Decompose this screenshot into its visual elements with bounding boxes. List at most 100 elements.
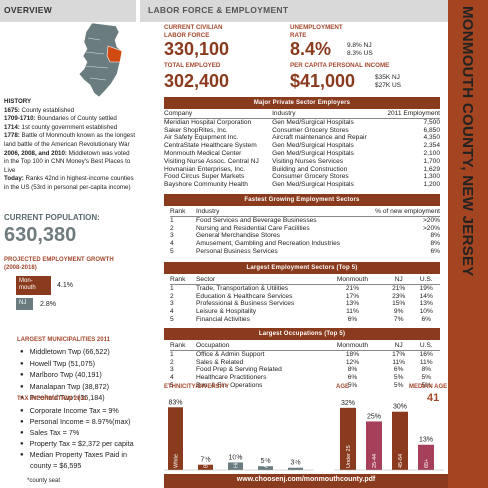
table-cell: Hovnanian Enterprises, Inc. [164, 165, 245, 173]
municipalities-label: LARGEST MUNICIPALITIES 2011 [17, 337, 110, 343]
table-row: Saker ShopRites, Inc. Consumer Grocery St… [164, 127, 440, 135]
table-row: 4 Healthcare Practitioners 6% 5% 5% [170, 374, 440, 382]
table-row: Monmouth Medical Center Gen Med/Surgical … [164, 150, 440, 158]
table-cell: 6% [347, 374, 358, 382]
overview-header-bar [0, 0, 136, 22]
column-header: 2011 Employment [379, 110, 440, 119]
table-cell: 21% [392, 284, 406, 292]
table-cell: Sales & Related [196, 358, 244, 366]
history-heading: HISTORY [4, 98, 32, 105]
county-seat-footnote: *county seat [27, 478, 61, 484]
table-cell: 2 [170, 292, 174, 300]
table-cell: 2 [170, 358, 174, 366]
table-cell: 3 [170, 366, 174, 374]
chart-bar [340, 407, 356, 470]
table-cell: Gen Med/Surgical Hospitals [272, 142, 354, 150]
ethnicity-chart: 83% White 7%Black 10%Hispanic/ Latino 5%Asia… [164, 399, 314, 471]
table-cell: 7% [393, 315, 404, 323]
table-cell: Gen Med/Surgical Hospitals [272, 149, 354, 157]
table-cell: >20% [422, 216, 440, 224]
table-cell: General Merchandise Stores [196, 232, 280, 240]
table-cell: 3 [170, 232, 174, 240]
table-cell: Food Services and Beverage Businesses [196, 216, 317, 224]
tax-list: Corporate Income Tax = 9% Personal Incom… [20, 406, 136, 472]
column-header: Monmouth [320, 276, 385, 285]
population-label: CURRENT POPULATION: [4, 213, 100, 222]
category-label: 65+ [424, 459, 430, 468]
table-cell: 1,300 [423, 173, 440, 181]
data-label: 83% [168, 399, 182, 406]
projected-growth-label: PROJECTED EMPLOYMENT GROWTH (2008-2018) [4, 257, 114, 271]
table-row: 3 Professional & Business Services 13% 15% 1… [170, 300, 440, 308]
column-header: U.S. [412, 276, 440, 285]
table-cell: 12% [345, 358, 360, 366]
table-cell: 19% [419, 284, 433, 292]
table-cell: 7,500 [423, 118, 440, 126]
nj-state-outline [78, 22, 123, 98]
table-row: 5 Bus. & Fin. Operations 5% 5% 5% [170, 382, 440, 390]
table-cell: Nursing and Residential Care Facilities [196, 224, 310, 232]
unemployment-value: 8.4% [290, 39, 332, 59]
table-cell: 11% [392, 358, 406, 366]
list-item: Property Tax = $2,372 per capita [20, 439, 136, 450]
category-label: Hispanic/ Latino [234, 429, 240, 468]
column-header: Monmouth [320, 342, 385, 351]
table-cell: Consumer Grocery Stores [272, 173, 349, 181]
list-item: Corporate Income Tax = 9% [20, 406, 136, 417]
nj-growth-bar: NJ [16, 298, 33, 310]
data-label: 30% [393, 404, 407, 411]
chart-bar [288, 467, 303, 470]
table-row: Air Safety Equipment Inc. Aircraft mainte… [164, 134, 440, 142]
column-header: Rank [170, 208, 196, 217]
table-cell: 5 [170, 247, 174, 255]
table-cell: Visiting Nurses Services [272, 157, 344, 165]
table-cell: Leisure & Hospitality [196, 308, 257, 316]
table-row: 4 Leisure & Hospitality 11% 9% 10% [170, 308, 440, 316]
occupations-table-title: Largest Occupations (Top 5) [164, 328, 440, 340]
history-section: HISTORY 1675: County established 1709-17… [4, 98, 136, 193]
list-item: Median Property Taxes Paid in [20, 450, 136, 461]
table-cell: Meridian Hospital Corporation [164, 118, 252, 126]
table-cell: >20% [422, 224, 440, 232]
category-label: Other [294, 454, 300, 468]
table-cell: 18% [345, 350, 360, 358]
table-cell: 17% [345, 292, 360, 300]
new-jersey-map [4, 22, 136, 98]
table-cell: 2,354 [423, 142, 440, 150]
list-item: Manalapan Twp (38,872) [20, 382, 136, 394]
table-cell: Saker ShopRites, Inc. [164, 126, 228, 134]
table-row: 2 Nursing and Residential Care Facilities… [170, 225, 440, 233]
table-cell: 6% [430, 247, 440, 255]
table-cell: Building and Construction [272, 165, 348, 173]
table-cell: Food Prep & Serving Related [196, 366, 282, 374]
table-cell: 1 [170, 284, 174, 292]
age-chart: 32% Under 25 25% 25-44 30% 45-64 13% 65+ [334, 400, 444, 471]
data-label: 10% [228, 454, 242, 461]
table-cell: 2,100 [423, 149, 440, 157]
table-row: 3 General Merchandise Stores 8% [170, 232, 440, 240]
data-label: 5% [260, 458, 270, 465]
column-header: % of new employment [364, 208, 440, 217]
list-item: Howell Twp (51,075) [20, 359, 136, 371]
chart-bar [198, 464, 213, 470]
footer-url-link[interactable]: www.choosenj.com/monmouthcounty.pdf [236, 476, 376, 483]
table-cell: 5% [393, 374, 404, 382]
table-cell: 6% [347, 315, 358, 323]
table-cell: Personal Business Services [196, 247, 278, 255]
employers-table: Company Industry 2011 Employment Meridia… [164, 110, 440, 189]
table-cell: Visiting Nurse Assoc. Central NJ [164, 157, 259, 165]
column-header: U.S. [412, 342, 440, 351]
table-cell: 11% [346, 308, 359, 316]
footer-bar [164, 474, 448, 488]
population-value: 630,380 [4, 224, 77, 246]
table-row: 3 Food Prep & Serving Related 8% 6% 8% [170, 366, 440, 374]
table-row: 1 Office & Admin Support 18% 17% 16% [170, 350, 440, 358]
table-cell: 1 [170, 350, 174, 358]
tax-label: TAX INFORMATION 2011 [17, 396, 87, 402]
table-cell: 1 [170, 216, 174, 224]
unemployment-label: UNEMPLOYMENT RATE [290, 24, 343, 39]
table-row: Hovnanian Enterprises, Inc. Building and … [164, 166, 440, 174]
table-cell: 8% [421, 366, 431, 374]
table-cell: 8% [430, 232, 440, 240]
history-entry: 1778: Battle of Monmouth known as the lo… [4, 132, 136, 148]
